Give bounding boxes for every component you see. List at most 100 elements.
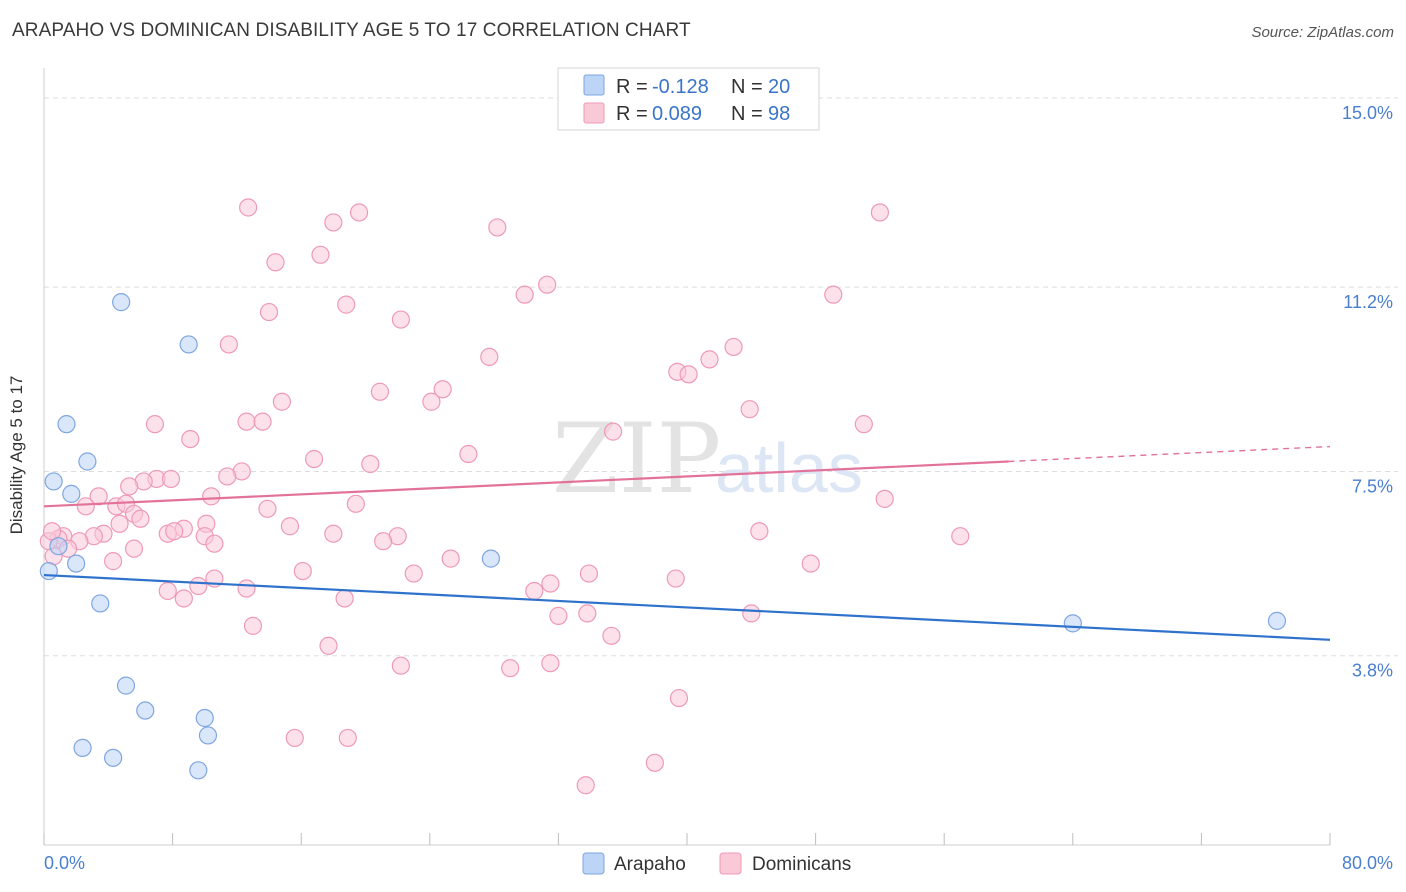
- dominican-point: [293, 561, 312, 581]
- dominican-point: [422, 392, 441, 411]
- dominican-point: [189, 576, 208, 596]
- legend-swatch-arapaho: [583, 74, 605, 96]
- dominican-point: [391, 310, 410, 329]
- arapaho-point: [1063, 614, 1082, 633]
- dominican-point: [645, 753, 664, 772]
- dominican-point: [541, 654, 560, 673]
- bottom-legend-swatch-arapaho: [582, 852, 605, 875]
- dominican-point: [801, 554, 820, 573]
- arapaho-point: [112, 293, 131, 312]
- bottom-legend-label-arapaho: Arapaho: [614, 854, 686, 875]
- dominican-point: [110, 514, 129, 533]
- dominican-point: [374, 532, 393, 551]
- dominican-point: [480, 347, 499, 367]
- dominican-point: [145, 415, 165, 434]
- dominican-point: [272, 392, 292, 411]
- dominican-point: [602, 626, 621, 645]
- dominican-point: [338, 728, 357, 748]
- dominican-point: [501, 659, 520, 678]
- dominican-point: [258, 499, 277, 518]
- dominican-point: [700, 350, 719, 369]
- dominican-point: [104, 552, 123, 571]
- dominican-point: [875, 489, 894, 508]
- dominican-point: [319, 636, 338, 655]
- arapaho-point: [136, 701, 155, 720]
- y-tick-label: 11.2%: [1343, 292, 1393, 312]
- dominican-point: [724, 337, 743, 357]
- chart-title: ARAPAHO VS DOMINICAN DISABILITY AGE 5 TO…: [12, 20, 691, 41]
- dominican-point: [854, 415, 873, 434]
- arapaho-point: [62, 484, 81, 503]
- arapaho-trend-line: [43, 573, 1331, 641]
- arapaho-point: [57, 415, 76, 434]
- dominican-point: [742, 604, 761, 623]
- dominican-point: [239, 198, 258, 217]
- dominican-point: [285, 728, 304, 748]
- axis-layer: [43, 68, 1331, 846]
- arapaho-point: [44, 472, 63, 491]
- dominican-point: [361, 454, 380, 474]
- top-legend: R = -0.128 N = 20 R = 0.089 N = 98: [557, 67, 820, 131]
- arapaho-point: [179, 335, 198, 354]
- dominican-point: [237, 579, 256, 598]
- dominican-point: [951, 527, 970, 546]
- watermark-atlas: atlas: [715, 429, 863, 507]
- dominican-point: [441, 549, 460, 568]
- dominican-point: [579, 564, 599, 583]
- legend-r-label: R =: [616, 76, 648, 98]
- dominican-point: [76, 497, 95, 516]
- dominican-point: [158, 581, 177, 601]
- bottom-legend-label-dominicans: Dominicans: [752, 854, 851, 875]
- watermark-zip: ZIP: [552, 403, 721, 515]
- dominican-point: [515, 285, 534, 304]
- dominican-point: [219, 335, 238, 354]
- dominican-point: [324, 524, 343, 543]
- dominican-point: [346, 494, 365, 513]
- legend-n-value: 98: [768, 103, 790, 125]
- dominican-point: [488, 218, 507, 237]
- arapaho-point: [1267, 611, 1287, 630]
- dominican-point: [259, 302, 279, 322]
- dominican-point: [669, 688, 689, 708]
- arapaho-point: [195, 708, 214, 728]
- arapaho-point: [481, 549, 500, 568]
- dominican-trend-line: [43, 460, 1009, 508]
- arapaho-point: [39, 561, 58, 581]
- legend-r-value: -0.128: [652, 76, 709, 98]
- watermark: ZIP atlas: [552, 403, 863, 515]
- dominican-point: [459, 444, 478, 464]
- arapaho-point: [49, 537, 68, 556]
- dominican-point: [311, 245, 330, 264]
- dominican-point: [42, 522, 62, 541]
- y-tick-label: 3.8%: [1352, 661, 1393, 681]
- dominican-point: [679, 365, 698, 384]
- points-layer: [39, 198, 1287, 795]
- dominican-point: [304, 449, 324, 469]
- dominican-point: [280, 517, 300, 536]
- arapaho-point: [189, 761, 208, 780]
- legend-n-label: N =: [731, 76, 763, 98]
- dominican-point: [576, 776, 595, 795]
- dominican-point: [218, 467, 237, 486]
- dominican-point: [349, 203, 369, 222]
- dominican-point: [740, 400, 759, 419]
- dominican-point: [603, 422, 623, 441]
- arapaho-point: [91, 594, 110, 613]
- dominican-point: [370, 382, 390, 401]
- dominican-trend-line-dashed: [1008, 445, 1331, 463]
- dominican-point: [337, 295, 356, 314]
- dominican-point: [549, 606, 568, 625]
- dominican-point: [161, 469, 181, 489]
- dominican-point: [237, 412, 256, 431]
- dominican-point: [181, 429, 200, 449]
- dominican-point: [205, 534, 224, 553]
- arapaho-point: [73, 738, 92, 757]
- tick-label-layer: 3.8% 7.5% 11.2% 15.0% 0.0% 80.0%: [44, 103, 1393, 873]
- dominican-point: [538, 275, 557, 294]
- dominican-point: [335, 589, 354, 608]
- dominican-point: [391, 656, 410, 675]
- dominican-point: [541, 574, 560, 593]
- dominican-point: [165, 522, 184, 541]
- dominican-point: [202, 487, 221, 506]
